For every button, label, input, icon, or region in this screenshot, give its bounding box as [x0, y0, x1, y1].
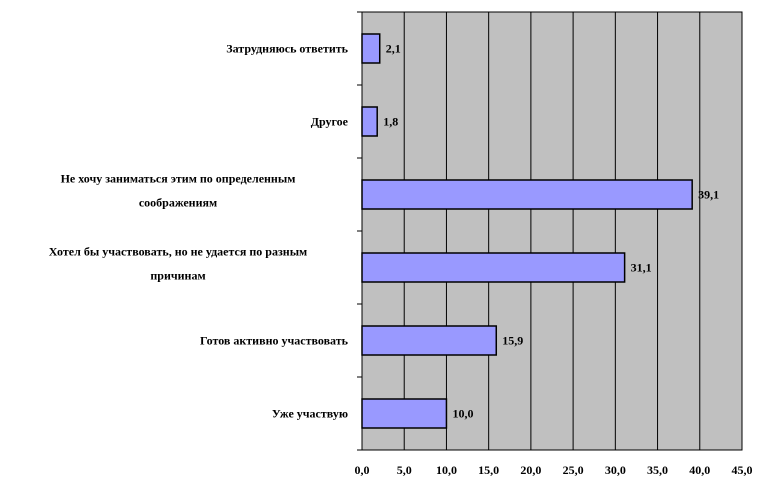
x-tick-label: 10,0 [436, 463, 457, 477]
bar [361, 252, 626, 283]
x-tick-label: 15,0 [478, 463, 499, 477]
x-tick-label: 35,0 [647, 463, 668, 477]
x-tick-label: 25,0 [563, 463, 584, 477]
x-tick-label: 40,0 [689, 463, 710, 477]
category-label: Не хочу заниматься этим по определенным [61, 172, 296, 186]
x-tick-label: 20,0 [520, 463, 541, 477]
bar [361, 106, 378, 137]
x-axis-tick-labels: 0,0 5,0 10,0 15,0 20,0 25,0 30,0 35,0 40,0 45,0 [355, 463, 753, 477]
bar [361, 398, 448, 429]
bars [361, 33, 693, 429]
category-label: Уже участвую [272, 407, 348, 421]
bar [361, 33, 381, 64]
category-label: Хотел бы участвовать, но не удается по р… [49, 245, 307, 259]
category-ticks [357, 11, 362, 451]
data-label: 1,8 [383, 115, 398, 129]
data-label: 2,1 [386, 42, 401, 56]
data-label: 31,1 [631, 261, 652, 275]
category-label: соображениям [139, 196, 217, 210]
plot-area [361, 11, 743, 451]
bar [361, 179, 693, 210]
bar [361, 325, 498, 356]
x-tick-label: 0,0 [355, 463, 370, 477]
category-label: Готов активно участвовать [200, 334, 349, 348]
data-label: 15,9 [502, 334, 523, 348]
x-tick-label: 45,0 [732, 463, 753, 477]
category-label: Другое [311, 115, 349, 129]
x-tick-label: 30,0 [605, 463, 626, 477]
value-labels: 2,1 1,8 39,1 31,1 15,9 10,0 [383, 42, 719, 421]
category-label: причинам [150, 269, 205, 283]
category-labels: Затрудняюсь ответить Другое Не хочу занима… [49, 42, 349, 421]
data-label: 10,0 [452, 407, 473, 421]
category-label: Затрудняюсь ответить [226, 42, 348, 56]
x-tick-label: 5,0 [397, 463, 412, 477]
data-label: 39,1 [698, 188, 719, 202]
grid-lines [403, 12, 701, 450]
